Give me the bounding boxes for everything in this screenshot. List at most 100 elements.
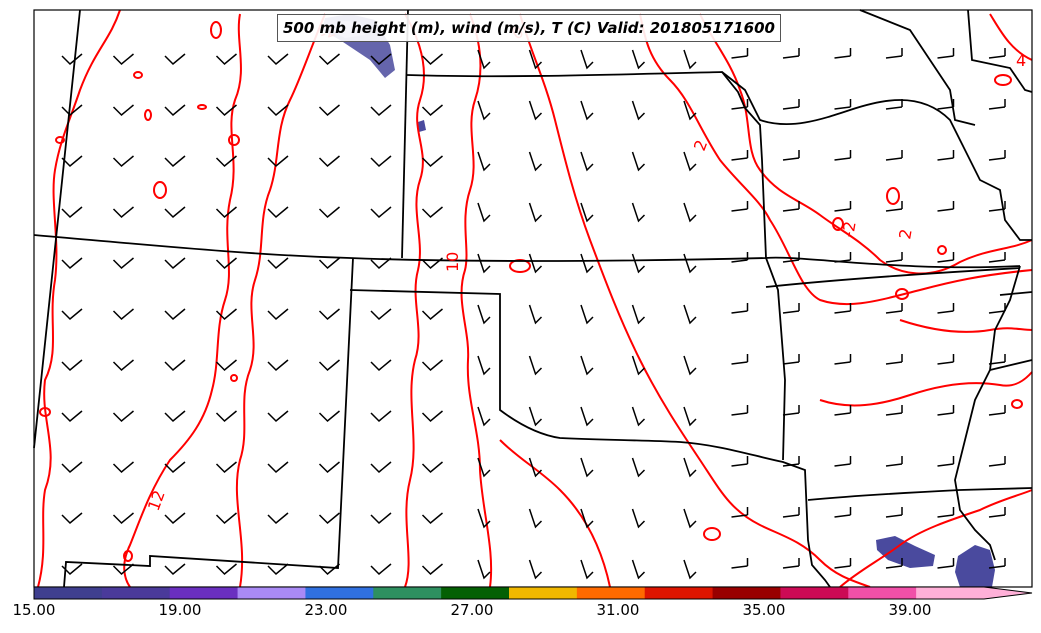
wind-barb bbox=[834, 456, 852, 467]
wind-barb bbox=[215, 461, 237, 474]
wind-barb bbox=[580, 49, 594, 70]
wind-barb bbox=[683, 151, 697, 172]
wind-barb bbox=[215, 104, 237, 117]
wind-barb bbox=[318, 512, 340, 525]
wind-barb bbox=[318, 206, 340, 219]
wind-barb bbox=[683, 559, 697, 580]
wind-barb bbox=[528, 151, 543, 172]
wind-barb bbox=[164, 410, 186, 423]
wind-barb bbox=[421, 155, 443, 168]
wind-barb bbox=[477, 559, 491, 580]
wind-barb bbox=[683, 202, 697, 223]
wind-barb bbox=[782, 558, 800, 569]
wind-barb bbox=[988, 507, 1006, 518]
wind-barb bbox=[885, 558, 903, 569]
wind-barb bbox=[477, 100, 491, 121]
isotherm-blob bbox=[509, 259, 531, 273]
wind-barb bbox=[318, 104, 340, 117]
wind-barb bbox=[528, 202, 543, 223]
state-border bbox=[807, 487, 1033, 501]
wind-fill-area bbox=[955, 545, 995, 587]
colorbar-segment bbox=[101, 587, 171, 599]
wind-barb bbox=[988, 303, 1006, 314]
wind-barb bbox=[61, 512, 83, 525]
state-border bbox=[401, 9, 409, 259]
wind-barb bbox=[370, 104, 392, 117]
wind-barb bbox=[164, 155, 186, 168]
wind-barb bbox=[61, 155, 83, 168]
wind-barb bbox=[164, 257, 186, 270]
isotherm-blob bbox=[937, 245, 947, 255]
wind-barb bbox=[988, 48, 1006, 59]
colorbar-tick-label: 31.00 bbox=[596, 601, 640, 619]
wind-barb bbox=[580, 100, 594, 121]
isotherm-blob bbox=[55, 136, 65, 144]
wind-barb bbox=[988, 252, 1006, 263]
wind-barb bbox=[885, 48, 903, 59]
wind-barb bbox=[477, 508, 491, 529]
wind-barb bbox=[937, 99, 955, 110]
wind-barb bbox=[782, 354, 800, 365]
state-border bbox=[349, 289, 831, 588]
isotherm-4 bbox=[460, 13, 493, 588]
wind-barb bbox=[61, 410, 83, 423]
colorbar-segment bbox=[373, 587, 442, 599]
isotherm-blob bbox=[895, 288, 909, 300]
wind-barb bbox=[370, 359, 392, 372]
state-border bbox=[989, 359, 1033, 371]
wind-barb bbox=[631, 406, 646, 427]
wind-barb bbox=[215, 257, 237, 270]
isotherm-0 bbox=[639, 13, 1033, 306]
isotherm-blob bbox=[123, 550, 133, 562]
wind-barb bbox=[834, 99, 852, 110]
isotherm-blob bbox=[153, 181, 167, 199]
wind-barb bbox=[370, 563, 392, 576]
wind-barb bbox=[580, 406, 594, 427]
colorbar-extension bbox=[984, 587, 1032, 599]
isotherm-blob bbox=[230, 374, 238, 382]
wind-barb bbox=[215, 206, 237, 219]
wind-barb bbox=[477, 355, 491, 376]
wind-barb bbox=[267, 257, 289, 270]
wind-barb bbox=[631, 253, 646, 274]
wind-barb bbox=[580, 508, 594, 529]
wind-barb bbox=[885, 303, 903, 314]
wind-barb bbox=[164, 206, 186, 219]
wind-barb bbox=[477, 151, 491, 172]
wind-barb bbox=[683, 406, 697, 427]
wind-barb bbox=[988, 99, 1006, 110]
wind-barb bbox=[834, 48, 852, 59]
contour-label: 10 bbox=[443, 252, 462, 272]
wind-barb bbox=[731, 201, 749, 212]
wind-barb bbox=[885, 252, 903, 263]
wind-barb bbox=[112, 410, 134, 423]
wind-barb bbox=[885, 150, 903, 161]
isotherm-minus4 bbox=[989, 13, 1033, 61]
colorbar-segment bbox=[169, 587, 239, 599]
contour-label: -2 bbox=[838, 220, 859, 239]
wind-barb bbox=[318, 155, 340, 168]
wind-barb bbox=[528, 304, 543, 325]
wind-barb bbox=[937, 150, 955, 161]
wind-barb bbox=[477, 406, 491, 427]
wind-barb bbox=[112, 104, 134, 117]
wind-barb bbox=[267, 410, 289, 423]
wind-barb bbox=[421, 410, 443, 423]
wind-barb bbox=[937, 507, 955, 518]
state-border bbox=[63, 257, 354, 588]
wind-barb bbox=[421, 206, 443, 219]
wind-barb bbox=[215, 512, 237, 525]
isotherm-east-2 bbox=[899, 319, 1033, 333]
colorbar-segment bbox=[576, 587, 646, 599]
wind-barb bbox=[834, 252, 852, 263]
wind-barb bbox=[370, 53, 392, 66]
wind-barb bbox=[370, 461, 392, 474]
wind-barb bbox=[267, 104, 289, 117]
wind-barb bbox=[631, 355, 646, 376]
wind-barb bbox=[267, 53, 289, 66]
wind-barb bbox=[421, 563, 443, 576]
isotherm-blob bbox=[133, 71, 143, 79]
wind-barb bbox=[164, 461, 186, 474]
colorbar-tick-label: 27.00 bbox=[450, 601, 494, 619]
wind-barb bbox=[731, 456, 749, 467]
